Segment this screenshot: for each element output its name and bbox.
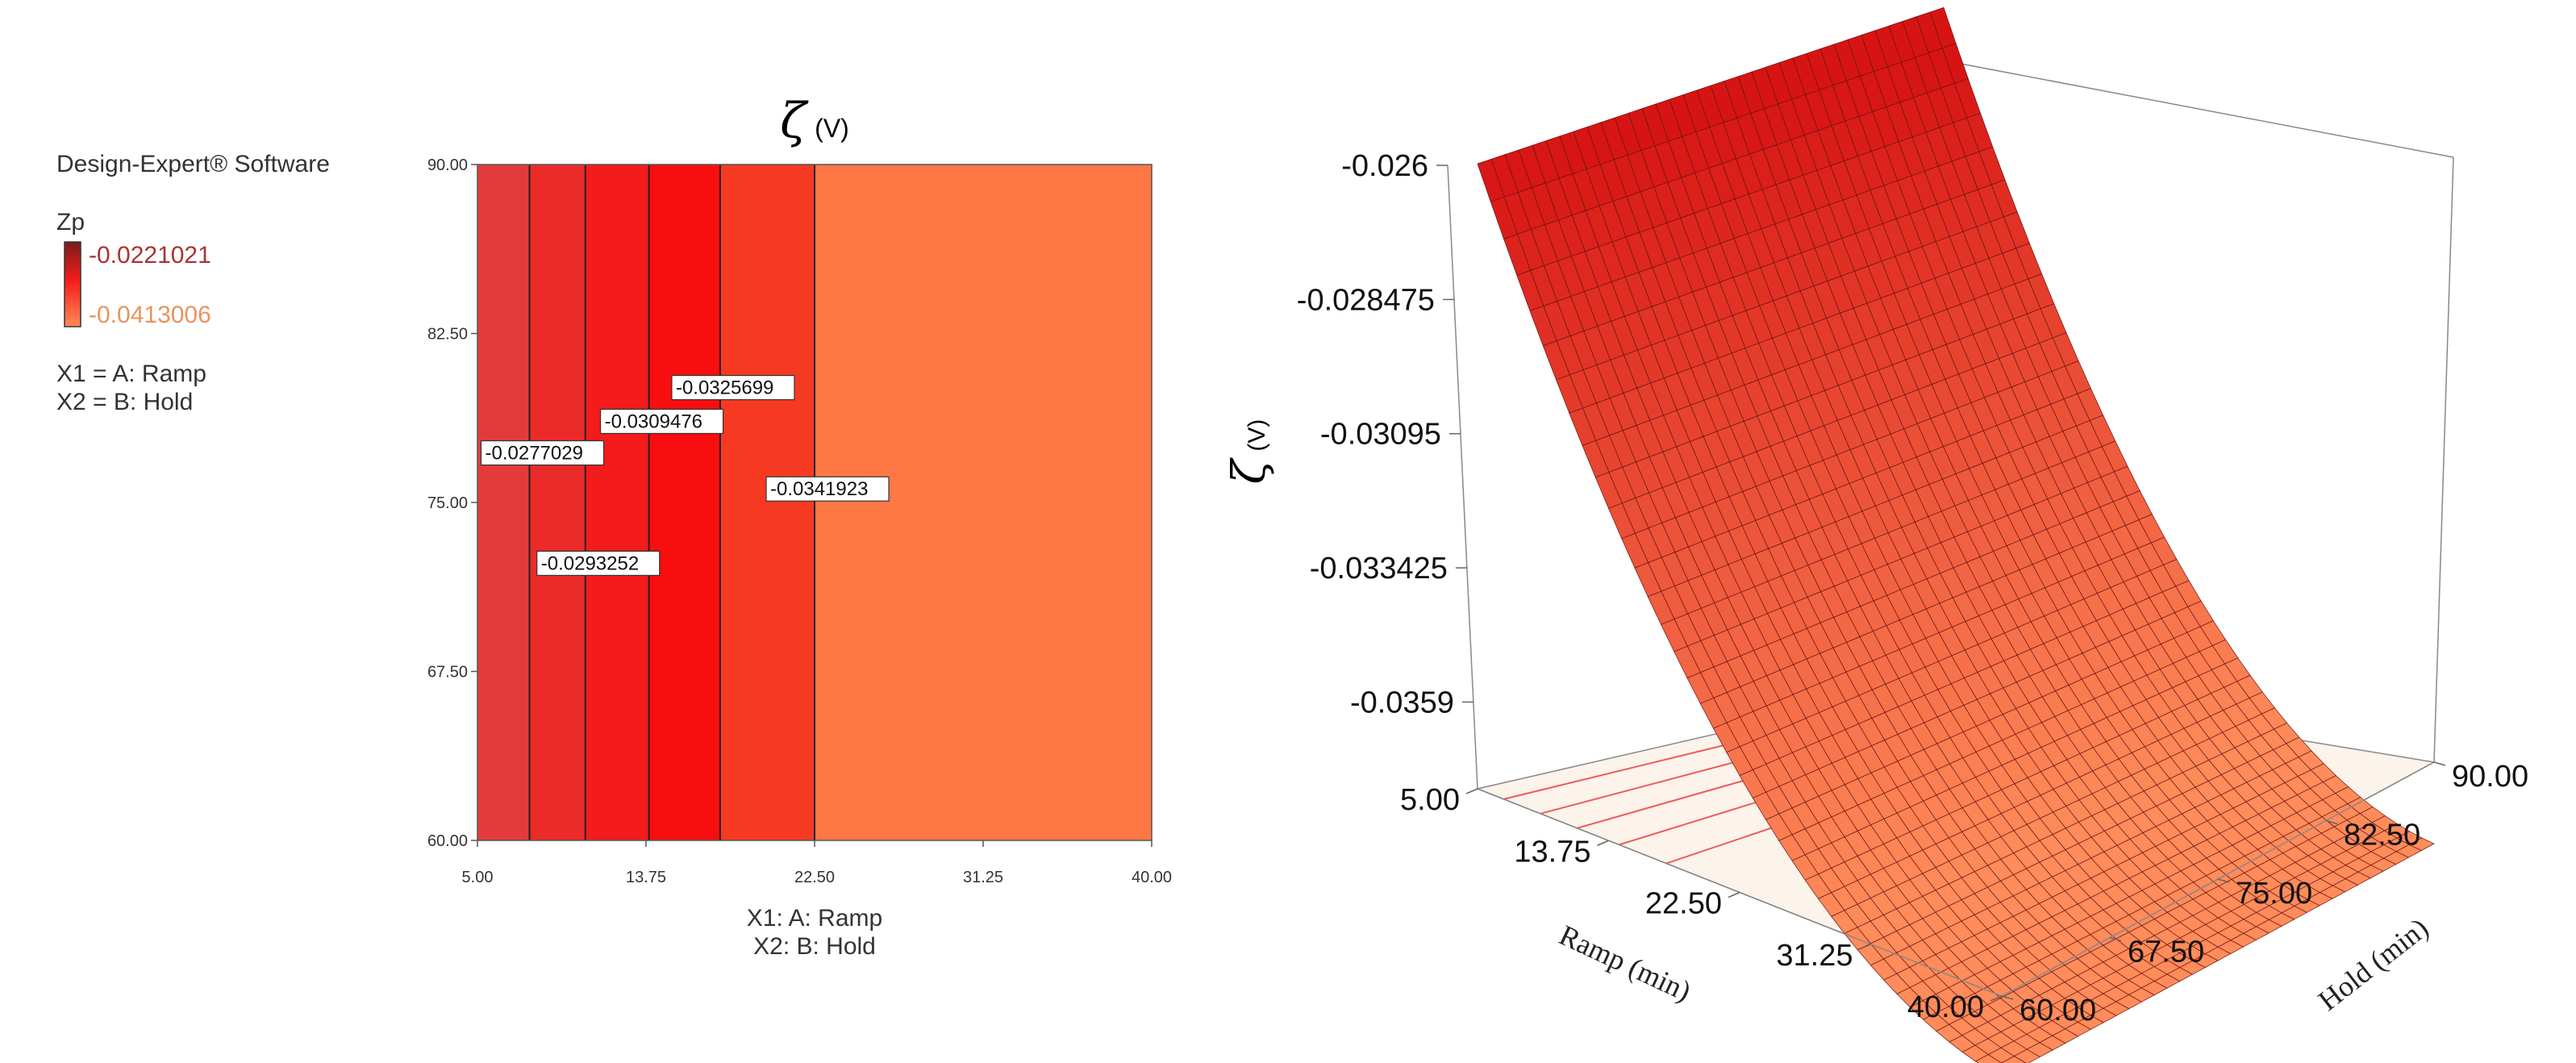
contour-label-box (480, 440, 605, 466)
surface-x-axis: 5.00 13.75 22.50 31.25 40.00 (1400, 783, 2003, 1024)
legend-high-value: -0.0221021 (89, 242, 211, 269)
surface-z-tick-label: -0.033425 (1310, 552, 1448, 586)
surface-cell (1974, 1054, 2003, 1063)
surface-y-tick-mark (2217, 878, 2230, 883)
surface-z-axis: -0.026 -0.028475 -0.03095 -0.033425 -0.0359 (1297, 149, 1473, 719)
contour-label: -0.0325699 (676, 377, 773, 399)
contour-label: -0.0341923 (770, 478, 868, 500)
contour-x-axis-label-2: X2: B: Hold (753, 933, 876, 960)
response-name: Zp (56, 209, 85, 236)
surface-y-tick-mark (2325, 819, 2338, 825)
surface-x-tick-label: 22.50 (1645, 887, 1722, 921)
surface-y-axis: 60.00 67.50 75.00 82.50 90.00 (2001, 760, 2528, 1028)
surface-x-tick-mark (1859, 944, 1871, 950)
surface-y-tick-label: 82.50 (2344, 819, 2420, 852)
contour-label: -0.0293252 (541, 552, 639, 574)
surface-y-tick-label: 67.50 (2128, 936, 2204, 969)
surface-z-title-symbol: ζ (1223, 456, 1276, 484)
contour-x-tick-label: 31.25 (963, 869, 1003, 886)
legend-low-value: -0.0413006 (89, 302, 211, 328)
contour-title-symbol: ζ (780, 93, 809, 149)
surface-cell (2000, 1056, 2027, 1063)
contour-band (648, 165, 720, 840)
surface-y-tick-label: 75.00 (2236, 877, 2312, 911)
surface-y-tick-mark (2433, 761, 2446, 766)
surface-x-tick-label: 31.25 (1776, 939, 1853, 973)
surface-y-tick-label: 90.00 (2452, 760, 2528, 794)
contour-x-tick-label: 22.50 (794, 869, 835, 886)
contour-label-box (536, 550, 661, 577)
contour-legend: Design-Expert® Software Zp -0.0221021 -0… (56, 151, 330, 415)
contour-y-tick-label: 90.00 (427, 156, 468, 174)
contour-y-tick-label: 60.00 (427, 832, 468, 850)
contour-x-axis-label-1: X1: A: Ramp (747, 905, 882, 932)
contour-y-axis: 60.00 67.50 75.00 82.50 90.00 (427, 156, 477, 850)
contour-x-axis: 5.00 13.75 22.50 31.25 40.00 (462, 840, 1172, 886)
contour-y-tick-label: 82.50 (427, 326, 468, 344)
surface-z-tick-label: -0.028475 (1297, 283, 1435, 317)
surface-x-tick-label: 40.00 (1907, 990, 1984, 1024)
contour-title: ζ (V) (780, 93, 849, 149)
contour-band (719, 165, 815, 840)
surface-chart: -0.026-0.028475-0.03095-0.033425-0.0359 … (1223, 6, 2528, 1063)
contour-bands (477, 165, 1152, 840)
contour-value-labels: -0.0277029 -0.0293252 -0.0309476 -0.0325699… (480, 374, 890, 577)
software-label: Design-Expert® Software (56, 151, 330, 177)
surface-x-tick-label: 13.75 (1514, 835, 1590, 869)
surface-x-tick-mark (1990, 995, 2003, 1002)
contour-y-tick-label: 75.00 (427, 494, 468, 512)
surface-x-tick-mark (1597, 840, 1609, 846)
surface-right-edge (2433, 156, 2454, 763)
contour-band (585, 165, 649, 840)
contour-label-box (671, 374, 795, 401)
legend-color-bar (64, 241, 81, 327)
contour-x-tick-label: 5.00 (462, 869, 494, 886)
surface-x-tick-mark (1728, 891, 1740, 898)
surface-back-left-edge (1447, 165, 1478, 790)
contour-lines (528, 165, 815, 840)
surface-x-axis-title: Ramp (min) (1554, 919, 1695, 1007)
contour-label-box (599, 408, 724, 435)
surface-y-tick-label: 60.00 (2020, 994, 2096, 1028)
factor-legend-2: X2 = B: Hold (56, 389, 193, 415)
contour-band (529, 165, 586, 840)
surface-mesh (1477, 6, 2435, 1063)
contour-title-unit: (V) (815, 114, 849, 143)
surface-x-tick-label: 5.00 (1400, 783, 1460, 817)
surface-z-tick-label: -0.0359 (1350, 686, 1454, 719)
factor-legend-1: X1 = A: Ramp (56, 361, 206, 387)
surface-x-tick-mark (1465, 788, 1478, 794)
surface-z-tick-label: -0.026 (1341, 149, 1428, 183)
contour-y-tick-label: 67.50 (427, 664, 468, 682)
surface-z-title-unit: (V) (1244, 419, 1270, 452)
surface-y-tick-mark (2109, 936, 2122, 942)
surface-y-tick-mark (2001, 995, 2014, 1000)
contour-label-box (765, 476, 890, 502)
contour-chart: ζ (V) 60.00 67.50 75.00 82.50 90.00 5.00 13.7… (427, 93, 1172, 960)
contour-label: -0.0277029 (485, 443, 582, 465)
surface-z-axis-title: ζ (V) (1223, 419, 1276, 485)
contour-x-tick-label: 13.75 (626, 869, 666, 886)
surface-z-tick-label: -0.03095 (1320, 418, 1441, 452)
contour-band (477, 165, 530, 840)
contour-label: -0.0309476 (605, 411, 702, 432)
contour-band (815, 165, 1152, 840)
surface-back-top-edge (1943, 60, 2454, 158)
contour-x-tick-label: 40.00 (1132, 869, 1172, 886)
surface-y-axis-title: Hold (min) (2312, 911, 2434, 1017)
